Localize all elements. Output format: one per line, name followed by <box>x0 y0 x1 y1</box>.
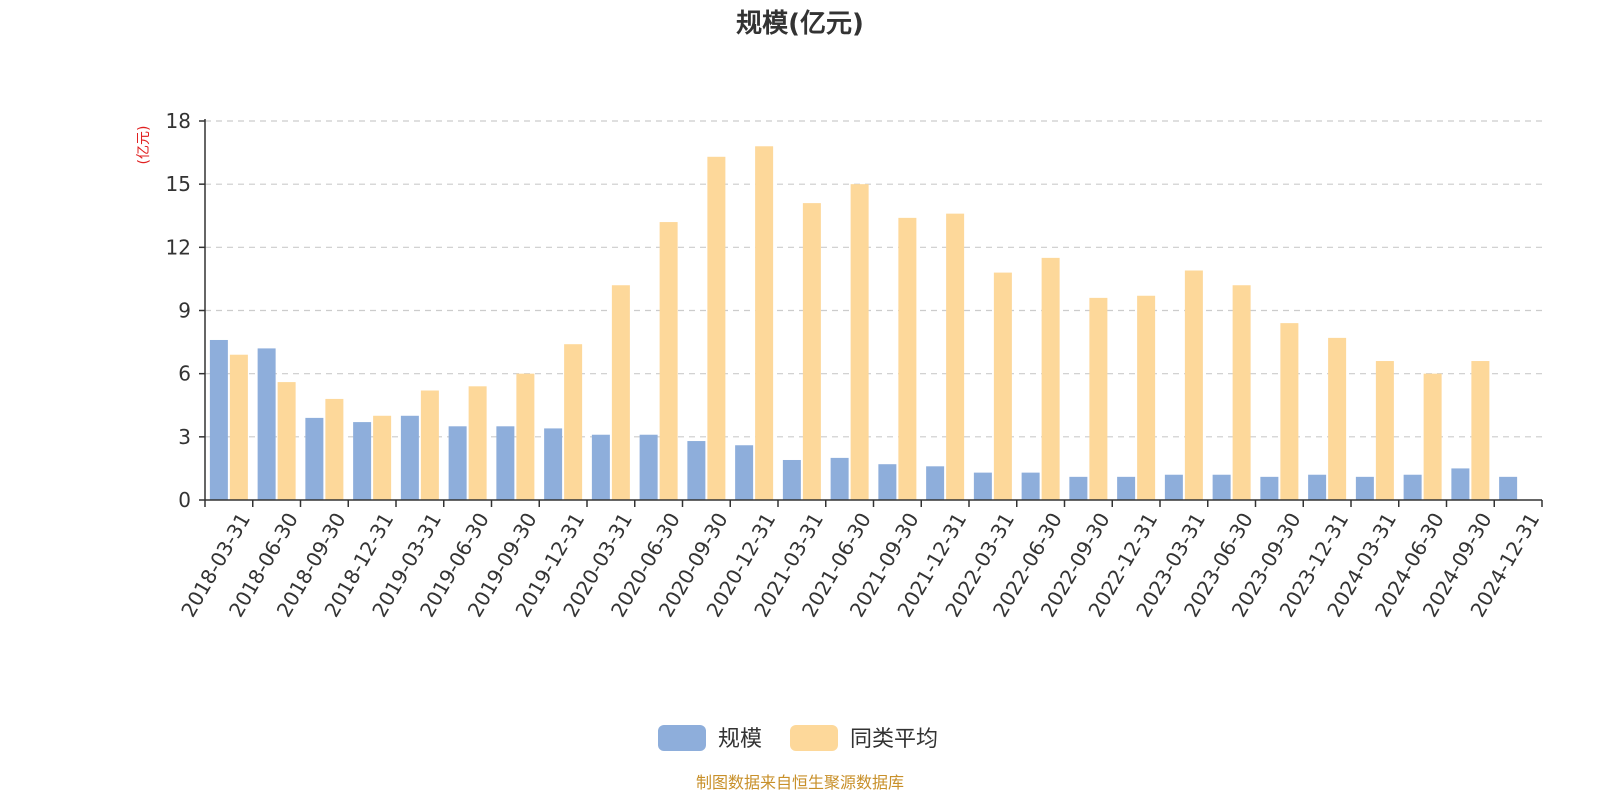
bar-peer-average <box>516 373 535 500</box>
legend-swatch <box>790 725 838 751</box>
bar-scale <box>1164 474 1183 500</box>
bar-peer-average <box>1280 323 1299 500</box>
bar-peer-average <box>659 222 678 501</box>
y-tick-label: 12 <box>166 235 191 259</box>
bar-scale <box>878 464 897 500</box>
bar-scale <box>305 417 324 500</box>
bar-peer-average <box>373 415 392 500</box>
bar-scale <box>973 472 992 500</box>
bar-peer-average <box>946 213 965 500</box>
bar-scale <box>591 434 610 500</box>
bar-scale <box>448 426 467 500</box>
bar-scale <box>1260 476 1279 500</box>
bar-peer-average <box>1375 361 1394 500</box>
bar-peer-average <box>564 344 583 500</box>
bar-scale <box>209 339 228 500</box>
bar-scale <box>496 426 515 500</box>
bar-peer-average <box>1041 257 1060 500</box>
bar-peer-average <box>1184 270 1203 500</box>
y-axis-unit: (亿元) <box>136 126 152 165</box>
bar-scale <box>1403 474 1422 500</box>
chart-title: 规模(亿元) <box>736 9 864 39</box>
legend-label: 同类平均 <box>850 727 938 752</box>
bar-scale <box>1212 474 1231 500</box>
bar-peer-average <box>420 390 439 500</box>
legend: 规模 同类平均 <box>658 725 938 752</box>
bar-scale <box>257 348 276 500</box>
y-tick-label: 18 <box>166 109 191 133</box>
gridlines <box>205 120 1542 438</box>
bar-peer-average <box>1471 361 1490 500</box>
bar-peer-average <box>1137 295 1156 500</box>
bar-scale <box>400 415 419 500</box>
y-tick-label: 6 <box>178 362 191 386</box>
bar-peer-average <box>277 382 296 500</box>
bar-scale <box>687 441 706 500</box>
bar-scale <box>639 434 658 500</box>
bar-peer-average <box>898 217 917 500</box>
bar-peer-average <box>850 184 869 500</box>
legend-label: 规模 <box>718 727 762 752</box>
bar-peer-average <box>611 285 630 500</box>
bar-scale <box>926 466 945 500</box>
bar-peer-average <box>707 156 726 501</box>
bar-peer-average <box>993 272 1012 500</box>
bar-peer-average <box>755 146 774 500</box>
bar-scale <box>353 422 372 500</box>
bar-scale <box>1451 468 1470 500</box>
bar-scale <box>782 459 801 500</box>
bar-peer-average <box>325 398 344 500</box>
bar-scale <box>1069 476 1088 500</box>
bar-scale <box>830 457 849 500</box>
bar-peer-average <box>1328 337 1347 500</box>
bar-peer-average <box>229 354 248 500</box>
bar-scale <box>1355 476 1374 500</box>
bar-peer-average <box>468 386 487 500</box>
y-tick-label: 9 <box>178 299 191 323</box>
bar-peer-average <box>1232 285 1251 500</box>
legend-swatch <box>658 725 706 751</box>
y-tick-label: 3 <box>178 425 191 449</box>
bar-scale <box>1021 472 1040 500</box>
bar-scale <box>735 445 754 500</box>
bar-peer-average <box>1423 373 1442 500</box>
bar-peer-average <box>1089 297 1108 500</box>
bar-scale <box>1499 476 1518 500</box>
data-source-note: 制图数据来自恒生聚源数据库 <box>696 773 904 792</box>
bars <box>209 146 1518 501</box>
y-tick-label: 15 <box>166 172 191 196</box>
bar-peer-average <box>802 203 821 500</box>
y-tick-label: 0 <box>178 488 191 512</box>
bar-scale <box>1117 476 1136 500</box>
bar-scale <box>1308 474 1327 500</box>
bar-scale <box>544 428 563 500</box>
